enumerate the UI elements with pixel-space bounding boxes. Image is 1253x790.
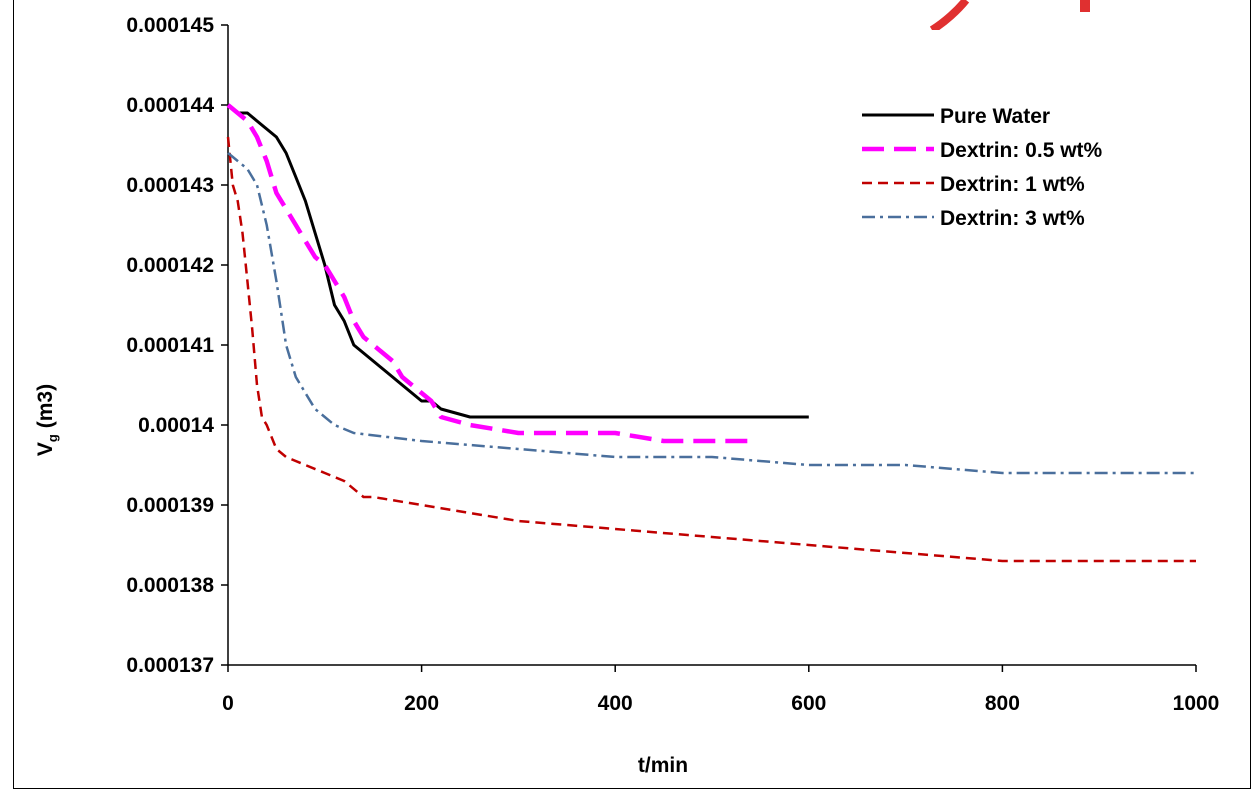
y-axis-label-main: V: [34, 442, 57, 456]
y-tick-label: 0.000137: [126, 654, 214, 677]
legend-label-2: Dextrin: 0.5 wt%: [940, 139, 1103, 162]
series-lines: [226, 103, 1196, 563]
y-axis-label-sub: g: [45, 434, 60, 442]
x-tick-label: 400: [598, 692, 633, 715]
x-tick-label: 800: [985, 692, 1020, 715]
x-axis-label: t/min: [638, 754, 688, 777]
x-tick-label: 600: [791, 692, 826, 715]
y-tick-label: 0.000142: [126, 254, 214, 277]
series-line-4: [227, 152, 1196, 475]
y-tick-label: 0.000145: [126, 14, 214, 37]
y-tick-label: 0.000143: [126, 174, 214, 197]
legend-label-4: Dextrin: 3 wt%: [940, 207, 1085, 230]
legend-label-3: Dextrin: 1 wt%: [940, 173, 1085, 196]
x-tick-label: 1000: [1173, 692, 1220, 715]
series-line-1: [227, 103, 809, 419]
y-tick-label: 0.000138: [126, 574, 214, 597]
chart-frame: [13, 0, 1251, 789]
y-axis-label-unit: (m3): [34, 384, 57, 434]
x-tick-label: 0: [222, 692, 234, 715]
x-axis: 0 200 400 600 800 1000: [222, 664, 1220, 715]
y-tick-label: 0.000139: [126, 494, 214, 517]
series-line-3: [226, 136, 1196, 563]
legend: Pure Water Dextrin: 0.5 wt% Dextrin: 1 wt%…: [862, 105, 1103, 230]
y-tick-label: 0.000141: [126, 334, 214, 357]
y-axis-label: Vg (m3): [34, 384, 60, 456]
y-tick-label: 0.00014: [138, 414, 214, 437]
legend-label-1: Pure Water: [940, 105, 1050, 128]
decorative-arc: [929, 0, 1090, 30]
y-axis: 0.000137 0.000138 0.000139 0.00014 0.000141 0…: [126, 14, 229, 677]
y-tick-label: 0.000144: [126, 94, 214, 117]
series-line-2: [226, 103, 751, 444]
x-tick-label: 200: [404, 692, 439, 715]
red-logo-fragment: [929, 0, 970, 30]
